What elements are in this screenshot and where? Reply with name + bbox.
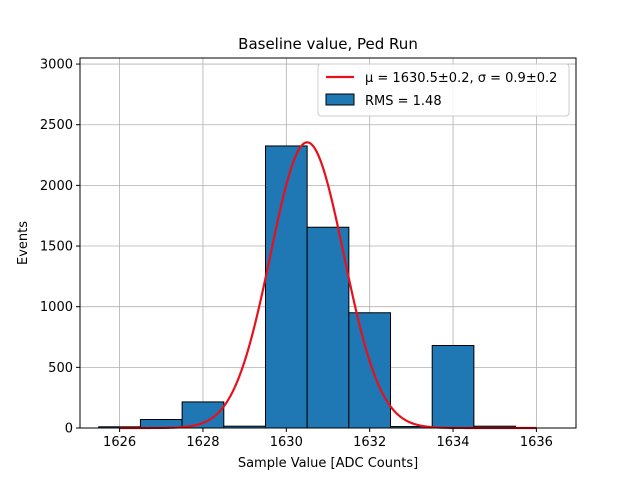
y-tick-label: 1500 [40,240,73,255]
histogram-bar [348,312,392,429]
x-axis-ticks: 1626 1628 1630 1632 1634 1636 [103,428,553,450]
legend-bar-label: RMS = 1.48 [365,94,442,109]
histogram-bars [98,145,517,429]
legend-box [317,63,570,117]
x-tick-label: 1630 [270,435,303,450]
legend-fit-label: μ = 1630.5±0.2, σ = 0.9±0.2 [365,71,557,86]
y-tick-label: 1000 [40,300,73,315]
y-axis-ticks: 0 500 1000 1500 2000 2500 3000 [40,58,80,437]
histogram-bar [431,345,475,429]
legend-bar-swatch [325,93,355,106]
x-tick-label: 1626 [103,435,136,450]
y-axis-label: Events [16,221,31,265]
y-tick-label: 0 [65,422,73,437]
chart-title: Baseline value, Ped Run [238,35,418,53]
y-tick-label: 3000 [40,58,73,73]
y-tick-label: 2000 [40,179,73,194]
histogram-bar [306,226,350,429]
legend: μ = 1630.5±0.2, σ = 0.9±0.2 RMS = 1.48 [317,63,570,117]
y-tick-label: 2500 [40,118,73,133]
x-axis-label: Sample Value [ADC Counts] [238,456,418,471]
x-tick-label: 1632 [353,435,386,450]
x-tick-label: 1636 [520,435,553,450]
x-tick-label: 1634 [436,435,469,450]
y-tick-label: 500 [48,361,73,376]
x-tick-label: 1628 [186,435,219,450]
plot-frame [79,57,577,429]
